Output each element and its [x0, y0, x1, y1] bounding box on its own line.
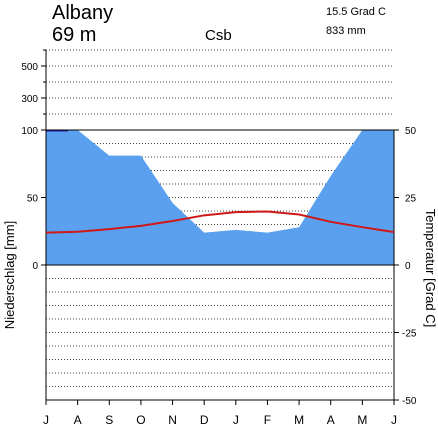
mean-temperature: 15.5 Grad C: [326, 6, 386, 18]
precip-tick-label: 100: [21, 126, 38, 137]
station-name: Albany: [52, 2, 113, 24]
temp-tick-label: 50: [405, 126, 417, 137]
temp-tick-label: 0: [405, 261, 411, 272]
month-label: M: [357, 413, 367, 427]
climate-class: Csb: [205, 27, 232, 44]
precip-tick-label: 300: [21, 94, 38, 105]
temp-tick-label: 25: [405, 194, 417, 205]
precip-tick-label: 50: [27, 194, 39, 205]
precip-tick-label: 500: [21, 62, 38, 73]
month-label: D: [200, 413, 209, 427]
precip-axis-label: Niederschlag [mm]: [2, 221, 17, 329]
temp-tick-label: -25: [402, 329, 417, 340]
month-label: A: [74, 413, 82, 427]
month-label: O: [136, 413, 145, 427]
annual-precipitation: 833 mm: [326, 25, 366, 37]
month-label: M: [294, 413, 304, 427]
station-elevation: 69 m: [52, 24, 96, 46]
month-label: J: [43, 413, 49, 427]
month-label: J: [391, 413, 397, 427]
month-label: F: [264, 413, 271, 427]
month-label: S: [105, 413, 113, 427]
month-label: J: [233, 413, 239, 427]
plot-area: 0 50 100 300 500 50 25 0 -25 -50 J A S O N D J F M A M J: [21, 49, 417, 427]
temp-tick-label: -50: [402, 396, 417, 407]
precipitation-area: [46, 130, 394, 265]
month-label: N: [168, 413, 177, 427]
temp-axis-label: Temperatur [Grad C]: [423, 209, 438, 328]
month-label: A: [327, 413, 335, 427]
temperature-line: [45, 210, 395, 234]
precip-tick-label: 0: [32, 261, 38, 272]
